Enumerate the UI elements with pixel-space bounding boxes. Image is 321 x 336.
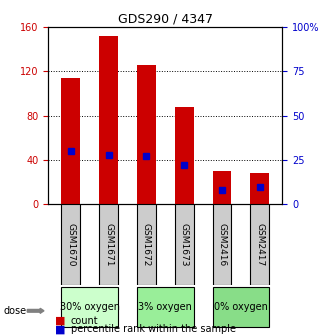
FancyBboxPatch shape bbox=[61, 204, 80, 285]
Text: GSM1672: GSM1672 bbox=[142, 223, 151, 266]
Text: 0% oxygen: 0% oxygen bbox=[214, 302, 268, 312]
Bar bbox=[250, 173, 269, 204]
FancyBboxPatch shape bbox=[175, 204, 194, 285]
FancyBboxPatch shape bbox=[213, 204, 231, 285]
Text: GSM2417: GSM2417 bbox=[255, 223, 264, 266]
Bar bbox=[99, 36, 118, 204]
Text: percentile rank within the sample: percentile rank within the sample bbox=[71, 324, 236, 334]
Bar bbox=[61, 78, 80, 204]
Text: dose: dose bbox=[3, 306, 26, 316]
Text: GSM2416: GSM2416 bbox=[218, 223, 227, 266]
FancyBboxPatch shape bbox=[137, 287, 194, 327]
Text: ■: ■ bbox=[55, 316, 65, 326]
FancyBboxPatch shape bbox=[250, 204, 269, 285]
Text: 3% oxygen: 3% oxygen bbox=[138, 302, 192, 312]
Title: GDS290 / 4347: GDS290 / 4347 bbox=[118, 13, 213, 26]
FancyBboxPatch shape bbox=[99, 204, 118, 285]
FancyBboxPatch shape bbox=[61, 287, 118, 327]
Bar bbox=[175, 107, 194, 204]
Bar bbox=[137, 65, 156, 204]
FancyBboxPatch shape bbox=[137, 204, 156, 285]
Text: ■: ■ bbox=[55, 324, 65, 334]
Bar bbox=[213, 171, 231, 204]
Text: GSM1671: GSM1671 bbox=[104, 223, 113, 266]
FancyBboxPatch shape bbox=[213, 287, 269, 327]
Text: 30% oxygen: 30% oxygen bbox=[60, 302, 120, 312]
Text: GSM1673: GSM1673 bbox=[180, 223, 189, 266]
Text: GSM1670: GSM1670 bbox=[66, 223, 75, 266]
Text: count: count bbox=[71, 316, 98, 326]
